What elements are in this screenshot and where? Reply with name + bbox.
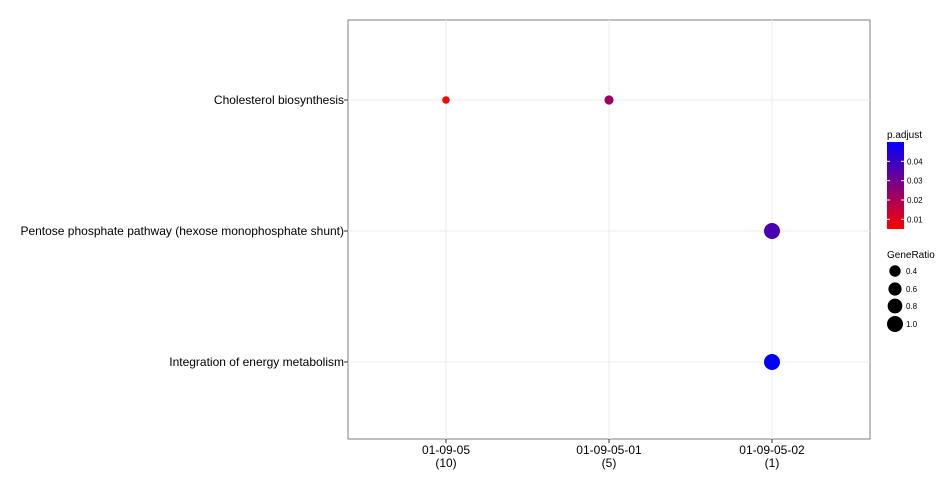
x-tick-count: (1) xyxy=(765,456,780,470)
x-tick-label: 01-09-05-01 xyxy=(576,443,642,457)
size-legend-label: 0.4 xyxy=(906,267,918,276)
grid-lines xyxy=(348,20,870,439)
size-legend-dot xyxy=(889,265,901,277)
size-legend-dot xyxy=(888,282,902,296)
size-legend: GeneRatio 0.4 0.6 0.8 1.0 xyxy=(887,250,935,332)
size-legend-label: 0.6 xyxy=(906,285,918,294)
y-tick-label: Pentose phosphate pathway (hexose monoph… xyxy=(20,224,344,238)
x-tick-count: (5) xyxy=(602,456,617,470)
color-legend: p.adjust 0.01 0.02 0.03 0.04 xyxy=(887,130,923,229)
data-point xyxy=(764,354,780,370)
size-legend-dot xyxy=(887,316,903,332)
color-legend-label: 0.01 xyxy=(907,215,923,224)
x-tick-label: 01-09-05 xyxy=(422,443,470,457)
y-axis: Cholesterol biosynthesis Pentose phosphat… xyxy=(20,93,348,369)
y-tick-label: Integration of energy metabolism xyxy=(169,355,344,369)
x-tick-count: (10) xyxy=(435,456,456,470)
size-legend-label: 1.0 xyxy=(906,320,918,329)
color-legend-label: 0.03 xyxy=(907,177,923,186)
data-point xyxy=(764,223,780,239)
x-axis: 01-09-05(10) 01-09-05-01(5) 01-09-05-02(1) xyxy=(422,439,805,470)
color-legend-title: p.adjust xyxy=(887,130,922,141)
color-legend-label: 0.02 xyxy=(907,196,923,205)
color-legend-bar xyxy=(887,142,904,229)
color-legend-label: 0.04 xyxy=(907,157,923,166)
data-points xyxy=(442,95,780,370)
y-tick-label: Cholesterol biosynthesis xyxy=(214,93,344,107)
size-legend-title: GeneRatio xyxy=(887,250,935,261)
size-legend-label: 0.8 xyxy=(906,302,918,311)
x-tick-label: 01-09-05-02 xyxy=(739,443,805,457)
data-point xyxy=(442,96,450,104)
data-point xyxy=(604,95,614,105)
size-legend-dot xyxy=(887,298,903,314)
